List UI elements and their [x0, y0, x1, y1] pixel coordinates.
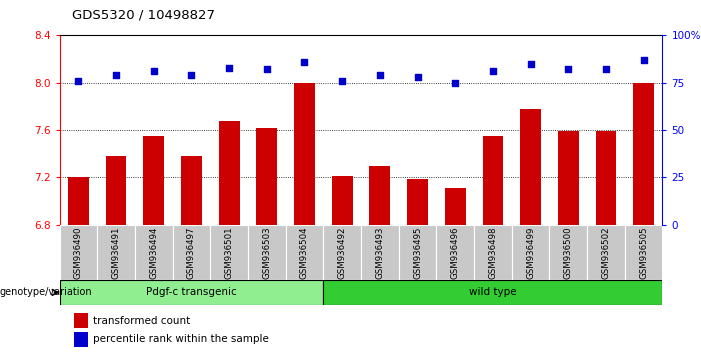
Bar	[74, 313, 88, 328]
Bar	[257, 128, 277, 225]
Point	[73, 78, 84, 84]
Bar	[520, 109, 541, 225]
Bar	[407, 179, 428, 225]
Bar	[550, 225, 587, 280]
Point	[111, 72, 122, 78]
Text: transformed count: transformed count	[93, 315, 190, 326]
Bar	[399, 225, 436, 280]
Text: GSM936502: GSM936502	[601, 227, 611, 279]
Text: GSM936503: GSM936503	[262, 227, 271, 279]
Point	[299, 59, 310, 65]
Point	[487, 69, 498, 74]
Bar	[596, 131, 616, 225]
Text: GSM936505: GSM936505	[639, 227, 648, 279]
Bar	[332, 176, 353, 225]
Text: GSM936499: GSM936499	[526, 227, 535, 279]
Text: GSM936504: GSM936504	[300, 227, 309, 279]
Text: GSM936491: GSM936491	[111, 227, 121, 279]
Point	[336, 78, 348, 84]
Bar	[135, 225, 172, 280]
Bar	[74, 332, 88, 347]
Text: GSM936500: GSM936500	[564, 227, 573, 279]
Bar	[625, 225, 662, 280]
Bar	[512, 225, 550, 280]
Bar	[633, 83, 654, 225]
Text: GSM936495: GSM936495	[413, 227, 422, 279]
Point	[148, 69, 159, 74]
Point	[261, 67, 273, 72]
Text: GDS5320 / 10498827: GDS5320 / 10498827	[72, 8, 215, 21]
Bar	[97, 225, 135, 280]
Bar	[68, 177, 89, 225]
Bar	[172, 225, 210, 280]
Point	[600, 67, 611, 72]
Bar	[323, 225, 361, 280]
Point	[374, 72, 386, 78]
Text: GSM936493: GSM936493	[375, 227, 384, 279]
Bar	[106, 156, 126, 225]
Text: GSM936501: GSM936501	[224, 227, 233, 279]
Text: GSM936492: GSM936492	[338, 227, 347, 279]
Bar	[219, 121, 240, 225]
Bar	[361, 225, 399, 280]
Text: GSM936496: GSM936496	[451, 227, 460, 279]
Point	[638, 57, 649, 63]
Point	[449, 80, 461, 86]
Bar	[60, 280, 323, 305]
Point	[525, 61, 536, 67]
Point	[563, 67, 574, 72]
Bar	[587, 225, 625, 280]
Text: percentile rank within the sample: percentile rank within the sample	[93, 334, 268, 344]
Text: genotype/variation: genotype/variation	[0, 287, 93, 297]
Bar	[436, 225, 474, 280]
Point	[224, 65, 235, 70]
Bar	[286, 225, 323, 280]
Text: GSM936498: GSM936498	[489, 227, 498, 279]
Bar	[294, 83, 315, 225]
Bar	[474, 225, 512, 280]
Text: GSM936494: GSM936494	[149, 227, 158, 279]
Bar	[323, 280, 662, 305]
Text: GSM936497: GSM936497	[187, 227, 196, 279]
Bar	[210, 225, 248, 280]
Bar	[369, 166, 390, 225]
Bar	[181, 156, 202, 225]
Bar	[482, 136, 503, 225]
Point	[412, 74, 423, 80]
Bar	[248, 225, 286, 280]
Text: wild type: wild type	[469, 287, 517, 297]
Bar	[144, 136, 164, 225]
Bar	[558, 131, 578, 225]
Bar	[445, 188, 465, 225]
Bar	[60, 225, 97, 280]
Point	[186, 72, 197, 78]
Text: Pdgf-c transgenic: Pdgf-c transgenic	[146, 287, 237, 297]
Text: GSM936490: GSM936490	[74, 227, 83, 279]
